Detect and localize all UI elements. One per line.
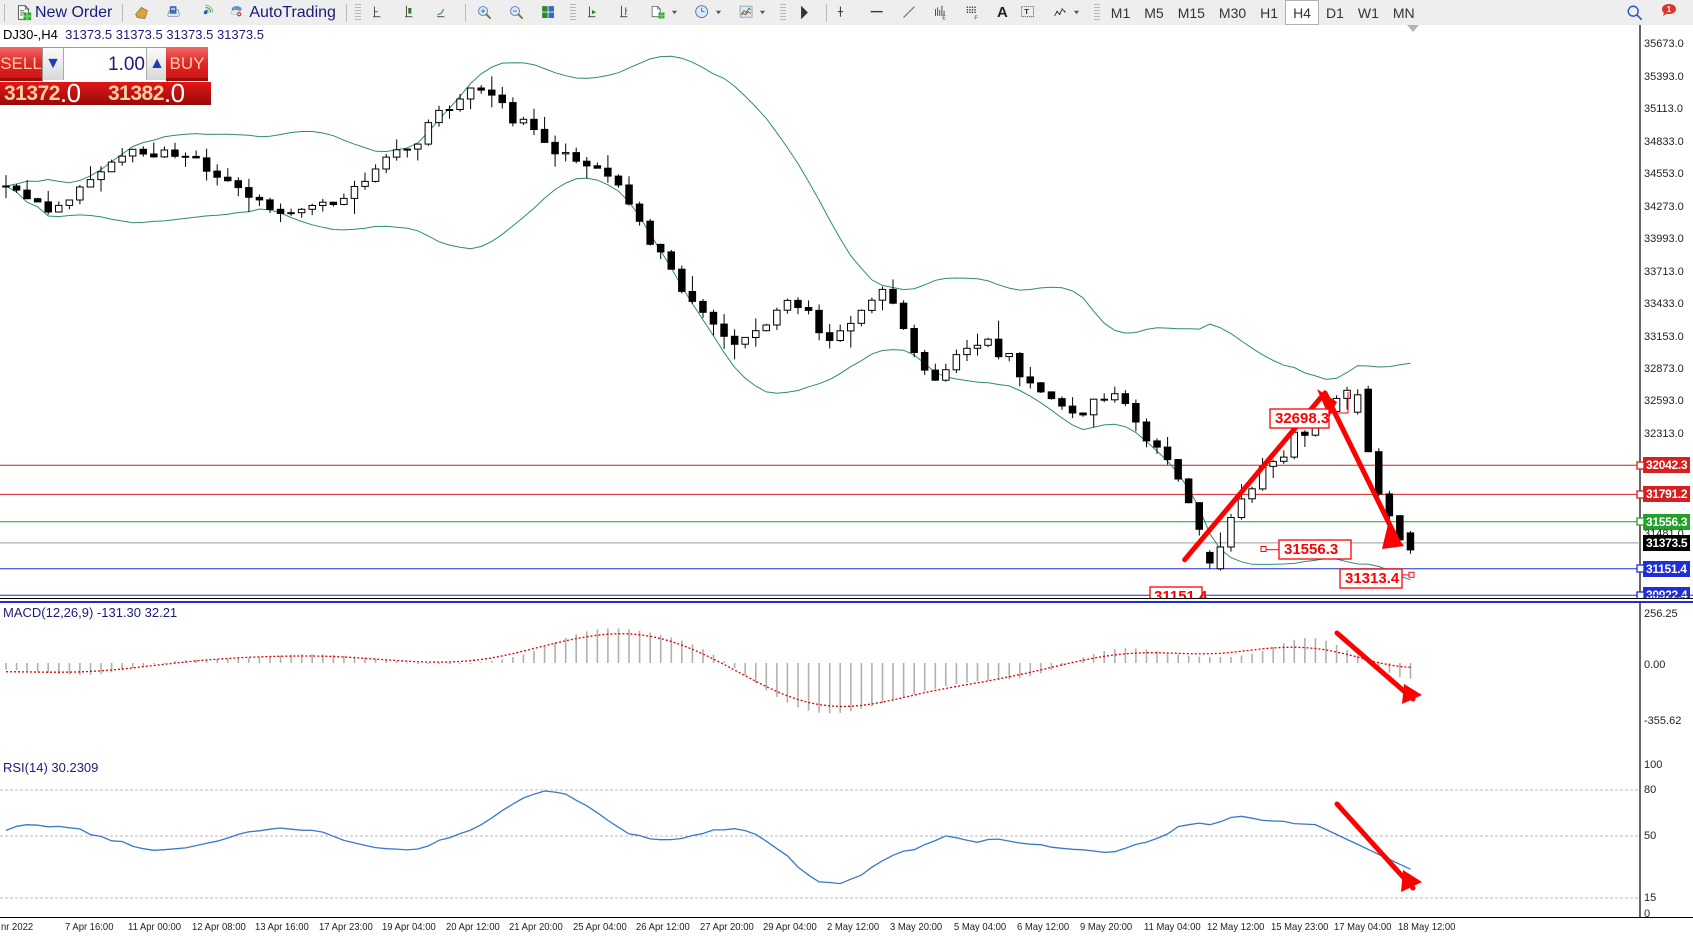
svg-text:1: 1 — [1667, 5, 1672, 14]
svg-text:E: E — [942, 15, 946, 21]
svg-text:31151.4: 31151.4 — [1154, 588, 1208, 598]
svg-text:31556.3: 31556.3 — [1284, 541, 1338, 558]
svg-text:31313.4: 31313.4 — [1345, 570, 1400, 587]
svg-text:F: F — [974, 15, 977, 21]
svg-text:32698.3: 32698.3 — [1275, 410, 1329, 427]
svg-text:T: T — [1024, 7, 1029, 16]
